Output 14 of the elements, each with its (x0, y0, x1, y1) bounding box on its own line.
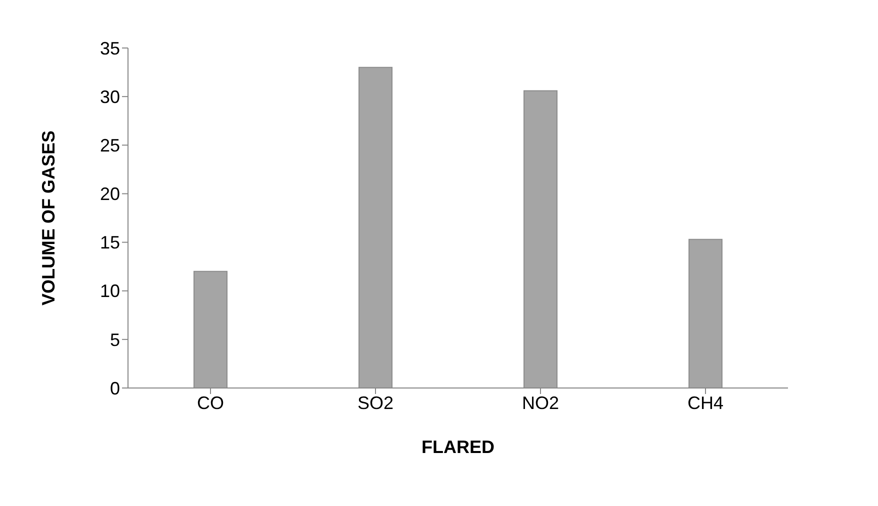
y-tick-label: 10 (100, 281, 120, 302)
y-tick-label: 0 (110, 378, 120, 398)
y-tick-label: 35 (100, 38, 120, 58)
y-axis-title: VOLUME OF GASES (38, 130, 58, 306)
x-tick-label: SO2 (357, 392, 394, 413)
y-tick-label: 30 (100, 86, 120, 107)
x-tick-label: CO (197, 392, 224, 413)
y-tick-label: 25 (100, 136, 120, 156)
x-tick-label: CH4 (687, 392, 724, 413)
y-tick-label: 20 (100, 184, 120, 204)
x-axis-title: FLARED (422, 437, 494, 457)
y-tick-label: 5 (110, 330, 120, 350)
y-tick-label: 15 (100, 232, 120, 253)
x-tick-label: NO2 (522, 392, 560, 413)
